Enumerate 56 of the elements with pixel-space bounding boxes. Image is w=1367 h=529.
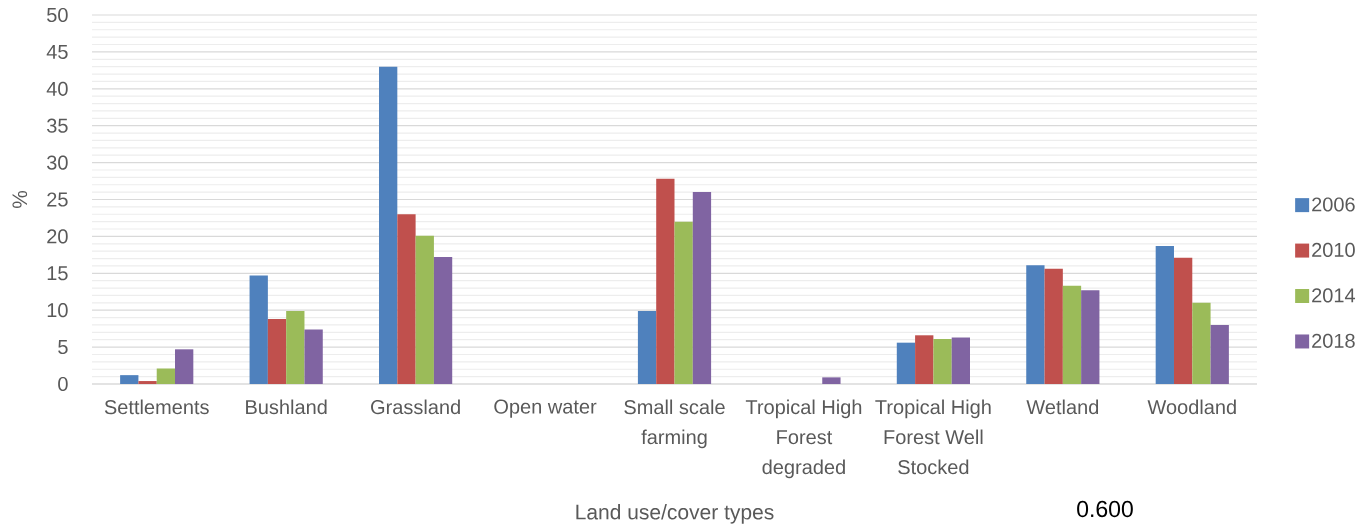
y-tick-label: 0 (58, 376, 68, 392)
x-tick-label: Tropical High Forest Well Stocked (875, 399, 991, 475)
y-tick-label: 20 (47, 229, 68, 244)
bar (1155, 246, 1174, 384)
y-tick-label: 30 (47, 155, 68, 170)
bar (415, 235, 434, 384)
bar (656, 178, 675, 384)
legend-label: 2018 (1312, 333, 1355, 348)
bar (304, 329, 323, 384)
bar (933, 338, 952, 384)
bar (674, 221, 693, 384)
bar (1081, 290, 1100, 384)
x-tick-label: Grassland (371, 399, 460, 415)
bar (1062, 285, 1082, 384)
legend-label: 2014 (1312, 288, 1356, 303)
legend-label: 2010 (1312, 242, 1355, 258)
y-tick-label: 5 (58, 340, 68, 355)
x-axis-title: Land use/cover types (576, 504, 774, 524)
y-tick-label: 50 (47, 7, 68, 23)
bar (1173, 257, 1193, 384)
bar (1026, 265, 1045, 384)
bar (896, 342, 916, 384)
x-tick-label: Open water (494, 399, 597, 418)
bar (138, 381, 157, 384)
bar (120, 375, 139, 384)
bar (692, 192, 712, 384)
legend-label: 2006 (1312, 197, 1355, 212)
bar (1210, 324, 1229, 384)
bar (915, 335, 934, 384)
bar (951, 337, 970, 384)
x-tick-label: Small scale farming (624, 399, 725, 449)
text: 0.600 (1077, 500, 1133, 518)
bar (1044, 268, 1063, 384)
y-axis-title: % (12, 190, 28, 209)
bar (286, 310, 305, 384)
x-tick-label: Wetland (1026, 399, 1099, 415)
bar (397, 214, 416, 384)
bar (433, 257, 453, 384)
y-tick-label: 25 (47, 192, 68, 207)
x-tick-label: Bushland (246, 399, 327, 415)
y-tick-label: 40 (46, 81, 68, 96)
x-tick-label: Tropical High Forest degraded (745, 399, 862, 479)
bar (379, 66, 398, 384)
bar (822, 377, 841, 384)
bar (175, 349, 194, 384)
y-tick-label: 15 (47, 266, 68, 281)
bar (156, 368, 176, 384)
y-tick-label: 10 (47, 303, 68, 318)
bar (267, 319, 287, 384)
bar (249, 275, 268, 384)
y-tick-label: 45 (46, 44, 68, 59)
y-tick-label: 35 (47, 118, 68, 133)
x-tick-label: Woodland (1147, 399, 1236, 415)
bar (637, 310, 657, 384)
x-tick-label: Settlements (104, 399, 209, 415)
bar (1192, 302, 1211, 384)
